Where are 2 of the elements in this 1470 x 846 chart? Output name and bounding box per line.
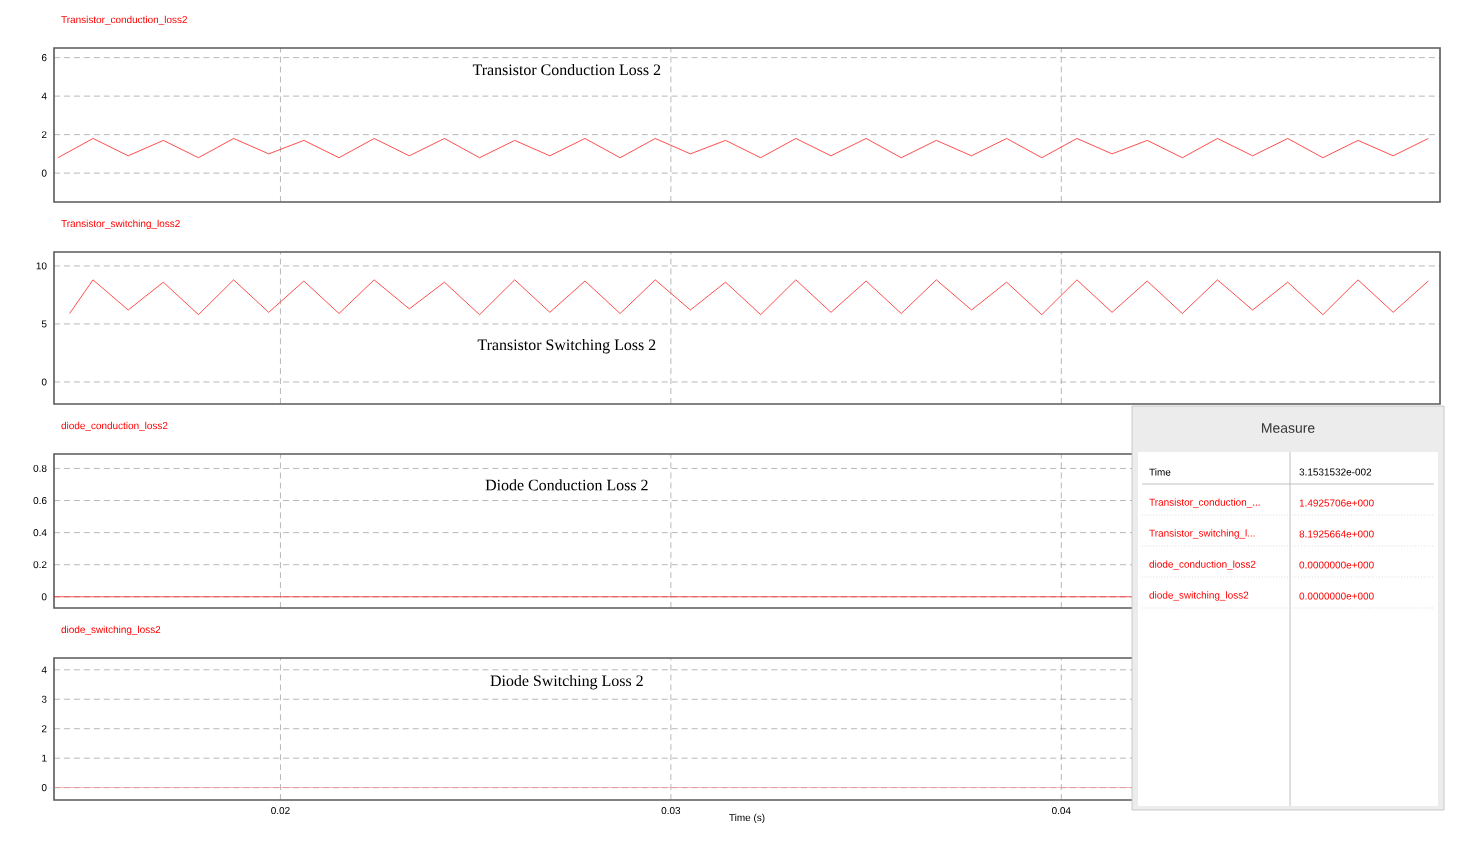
line-series — [57, 138, 1429, 159]
line-series — [69, 279, 1429, 316]
